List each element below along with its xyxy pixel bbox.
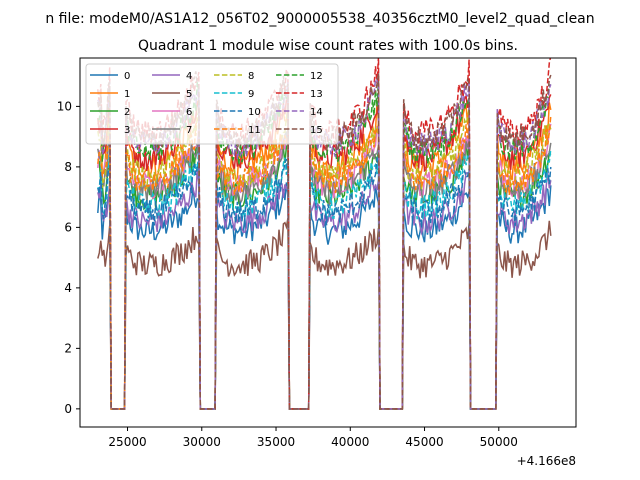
legend-label-9: 9	[248, 89, 254, 100]
legend-label-12: 12	[310, 71, 323, 82]
x-tick-label: 30000	[183, 435, 221, 449]
legend-label-14: 14	[310, 107, 323, 118]
x-tick-label: 25000	[108, 435, 146, 449]
legend-label-0: 0	[124, 71, 130, 82]
legend-box	[85, 63, 339, 145]
x-tick-label: 50000	[480, 435, 518, 449]
legend-label-6: 6	[186, 107, 192, 118]
legend-label-15: 15	[310, 125, 323, 136]
chart-title: Quadrant 1 module wise count rates with …	[138, 38, 518, 54]
x-tick-label: 45000	[405, 435, 443, 449]
legend-label-3: 3	[124, 125, 130, 136]
y-tick-label: 4	[64, 281, 72, 295]
legend-label-2: 2	[124, 107, 130, 118]
y-tick-label: 6	[64, 220, 72, 234]
x-tick-label: 40000	[331, 435, 369, 449]
chart-suptitle: n file: modeM0/AS1A12_056T02_9000005538_…	[45, 11, 594, 27]
x-tick-label: 35000	[257, 435, 295, 449]
series-line-5	[97, 218, 552, 410]
legend-label-5: 5	[186, 89, 192, 100]
legend-label-10: 10	[248, 107, 261, 118]
legend-label-8: 8	[248, 71, 254, 82]
legend-label-11: 11	[248, 125, 261, 136]
y-tick-label: 8	[64, 160, 72, 174]
legend-label-1: 1	[124, 89, 130, 100]
legend-label-7: 7	[186, 125, 192, 136]
y-axis: 0 2 4 6 8 10	[57, 99, 80, 416]
y-tick-label: 10	[57, 99, 72, 113]
x-axis: 25000 30000 35000 40000 45000 50000	[108, 427, 518, 449]
legend-label-13: 13	[310, 89, 323, 100]
y-tick-label: 2	[64, 341, 72, 355]
legend-label-4: 4	[186, 71, 192, 82]
y-tick-label: 0	[64, 402, 72, 416]
x-offset-label: +4.166e8	[517, 454, 576, 468]
axes-frame	[79, 57, 577, 428]
